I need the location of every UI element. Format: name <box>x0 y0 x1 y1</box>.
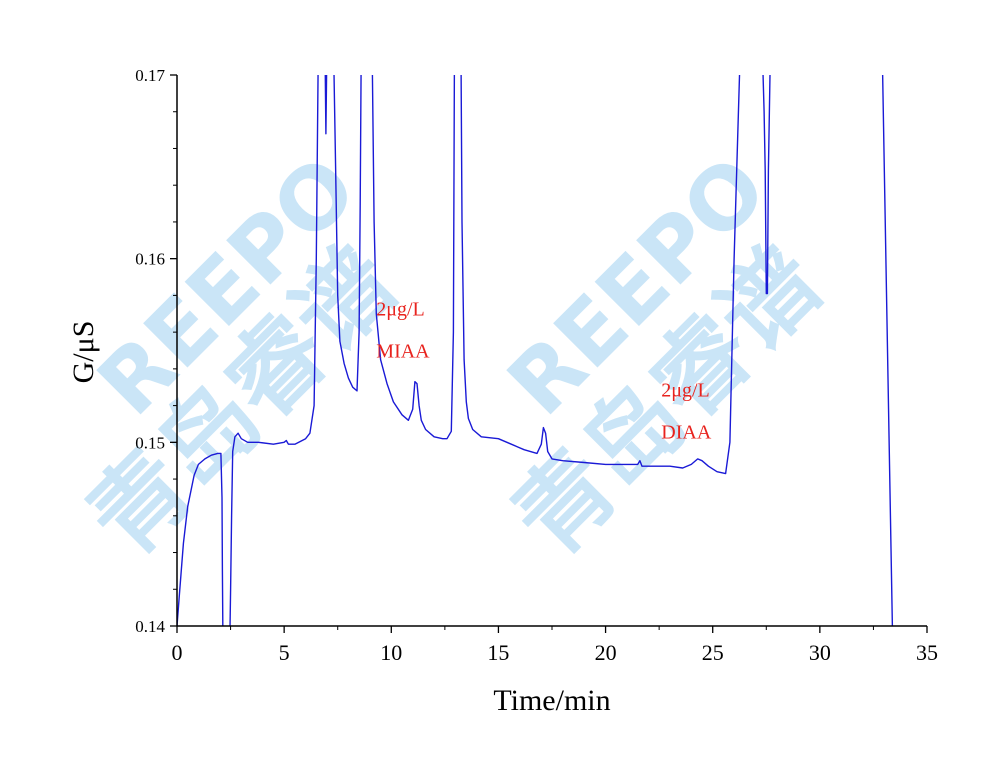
y-tick-label: 0.14 <box>135 617 165 636</box>
x-tick-label: 30 <box>809 640 831 665</box>
annotation-diaa-compound: DIAA <box>661 421 712 443</box>
x-tick-label: 35 <box>916 640 938 665</box>
y-tick-label: 0.15 <box>135 433 165 452</box>
annotation-miaa: 2μg/L MIAA <box>376 299 430 363</box>
x-tick-label: 0 <box>172 640 183 665</box>
y-tick-label: 0.16 <box>135 250 165 269</box>
y-axis-title: G/μS <box>67 321 100 384</box>
watermark-layer: REEPO 青岛睿谱 REEPO 青岛睿谱 <box>67 138 843 576</box>
annotation-miaa-compound: MIAA <box>376 341 430 363</box>
chromatogram-series-line <box>177 75 894 626</box>
y-tick-label: 0.17 <box>135 66 165 85</box>
x-tick-label: 10 <box>380 640 402 665</box>
x-tick-label: 5 <box>279 640 290 665</box>
x-tick-label: 15 <box>487 640 509 665</box>
x-axis-ticks <box>176 626 928 633</box>
x-tick-label: 20 <box>595 640 617 665</box>
annotation-diaa: 2μg/L DIAA <box>661 379 712 443</box>
annotation-miaa-concentration: 2μg/L <box>376 299 425 321</box>
x-axis-title: Time/min <box>493 684 610 717</box>
y-axis-ticks <box>170 74 177 627</box>
annotation-diaa-concentration: 2μg/L <box>661 379 710 401</box>
y-axis-tick-labels: 0.14 0.15 0.16 0.17 <box>135 66 165 636</box>
x-axis-tick-labels: 0 5 10 15 20 25 30 35 <box>172 640 939 665</box>
x-tick-label: 25 <box>702 640 724 665</box>
